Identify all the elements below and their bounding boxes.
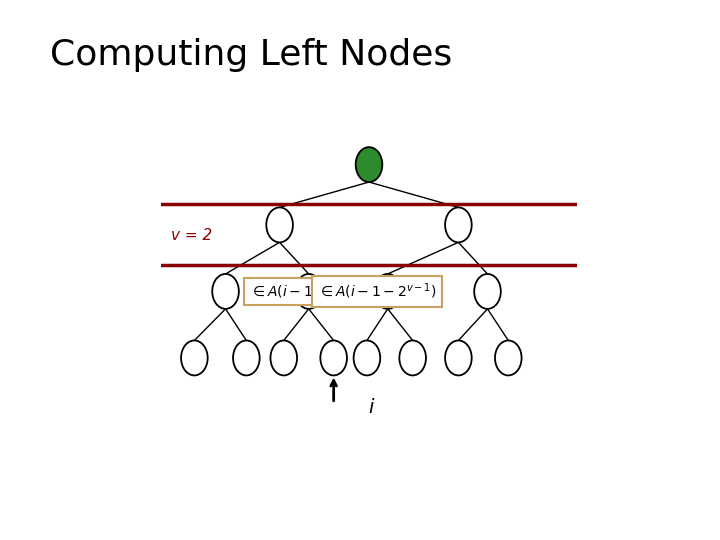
- Text: Computing Left Nodes: Computing Left Nodes: [50, 38, 453, 72]
- Text: v = 2: v = 2: [171, 228, 212, 243]
- Ellipse shape: [271, 341, 297, 375]
- Text: i: i: [369, 399, 374, 417]
- Ellipse shape: [295, 274, 322, 309]
- Ellipse shape: [356, 147, 382, 182]
- Ellipse shape: [212, 274, 239, 309]
- Ellipse shape: [233, 341, 260, 375]
- Ellipse shape: [400, 341, 426, 375]
- Ellipse shape: [320, 341, 347, 375]
- Ellipse shape: [445, 207, 472, 242]
- Ellipse shape: [445, 341, 472, 375]
- Ellipse shape: [495, 341, 521, 375]
- Ellipse shape: [354, 341, 380, 375]
- Ellipse shape: [374, 274, 401, 309]
- Ellipse shape: [474, 274, 501, 309]
- Text: $\in A(i-1-2^{v-1})$: $\in A(i-1-2^{v-1})$: [318, 282, 436, 301]
- Ellipse shape: [266, 207, 293, 242]
- Ellipse shape: [181, 341, 207, 375]
- Text: $\in A(i-1)$: $\in A(i-1)$: [250, 284, 318, 299]
